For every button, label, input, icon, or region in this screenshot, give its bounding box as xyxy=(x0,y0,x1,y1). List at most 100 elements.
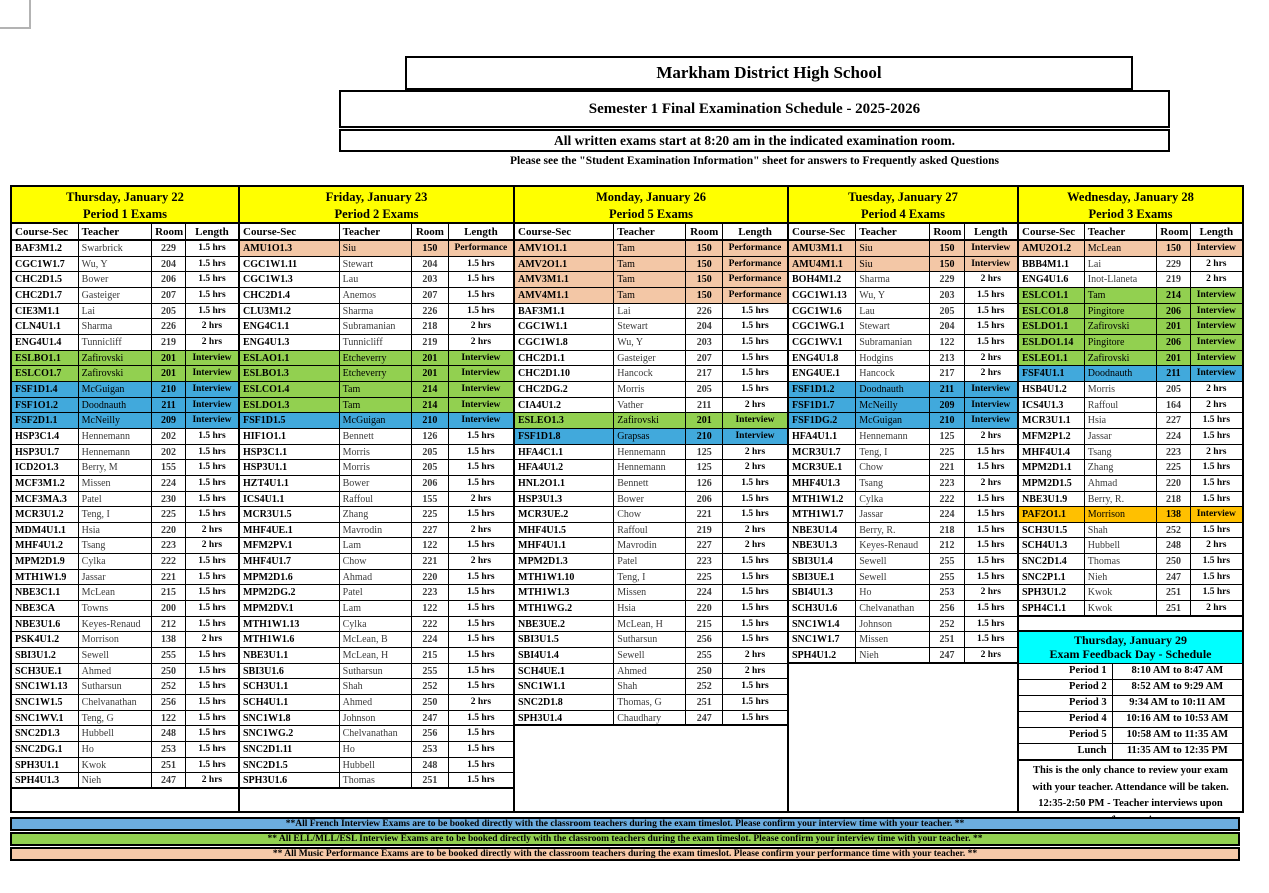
exam-row: SNC2P1.1 Nieh 247 1.5 hrs xyxy=(1019,569,1242,586)
room-cell: 224 xyxy=(686,585,724,601)
room-cell: 256 xyxy=(152,695,186,710)
course-cell: SCH4U1.3 xyxy=(1019,538,1085,554)
teacher-cell: Sharma xyxy=(340,303,412,319)
length-cell: 1.5 hrs xyxy=(741,321,769,332)
length-cell: Interview xyxy=(1196,321,1236,332)
room-cell: 206 xyxy=(686,491,724,507)
teacher-cell: Patel xyxy=(79,491,153,507)
course-cell: HFA4U1.2 xyxy=(515,460,615,475)
length-cell: 1.5 hrs xyxy=(1202,556,1231,567)
exam-row: FSF1DG.2 McGuigan 210 Interview xyxy=(789,413,1017,429)
teacher-cell: Ho xyxy=(856,585,931,601)
course-cell: SPH3U1.4 xyxy=(515,710,615,725)
length-cell: 1.5 hrs xyxy=(977,446,1005,457)
exam-row: FSF4U1.1 Doodnauth 211 Interview xyxy=(1019,366,1242,382)
teacher-cell: Johnson xyxy=(856,616,931,632)
course-cell: ESLCO1.4 xyxy=(240,381,340,397)
room-cell: 211 xyxy=(686,397,724,413)
exam-row: MFM2PV.1 Lam 122 1.5 hrs xyxy=(240,538,513,555)
exam-row: MTH1W1.2 Cylka 222 1.5 hrs xyxy=(789,491,1017,508)
teacher-cell: Thomas xyxy=(340,773,412,787)
course-cell: MCR3U1.7 xyxy=(789,444,857,460)
room-cell: 150 xyxy=(686,272,724,287)
exam-row: SCH3U1.6 Chelvanathan 256 1.5 hrs xyxy=(789,601,1017,617)
course-cell: SPH3U1.6 xyxy=(240,773,340,787)
exam-row: CHC2DG.2 Morris 205 1.5 hrs xyxy=(515,381,787,398)
exam-start-banner-text: All written exams start at 8:20 am in th… xyxy=(554,132,955,148)
course-cell: SBI3UE.1 xyxy=(789,569,857,585)
exam-row: MCR3U1.1 Hsia 227 1.5 hrs xyxy=(1019,413,1242,429)
length-cell: Interview xyxy=(461,399,501,410)
course-cell: SNC2D1.3 xyxy=(12,726,79,741)
room-cell: 218 xyxy=(412,319,449,334)
room-cell: 251 xyxy=(686,695,724,710)
room-cell: 250 xyxy=(1157,554,1191,569)
length-cell: Interview xyxy=(1196,336,1236,347)
teacher-cell: Pingitore xyxy=(1085,334,1158,350)
teacher-cell: Missen xyxy=(856,632,931,648)
teacher-cell: Raffoul xyxy=(340,491,412,507)
exam-row: SNC1W1.1 Shah 252 1.5 hrs xyxy=(515,679,787,696)
teacher-cell: Ahmed xyxy=(340,695,412,710)
room-cell: 248 xyxy=(412,757,449,773)
room-cell: 203 xyxy=(412,272,449,287)
length-cell: 2 hrs xyxy=(980,430,1001,441)
length-cell: 2 hrs xyxy=(470,321,492,332)
column-header-room-cell: Room xyxy=(152,224,186,239)
teacher-cell: Morris xyxy=(340,444,412,460)
room-cell: 225 xyxy=(1157,460,1191,475)
teacher-cell: Lai xyxy=(1085,256,1158,272)
exam-row: NBE3CA Towns 200 1.5 hrs xyxy=(12,601,238,617)
school-title: Markham District High School xyxy=(656,63,882,82)
teacher-cell: Hsia xyxy=(1085,413,1158,428)
exam-row: SNC2DG.1 Ho 253 1.5 hrs xyxy=(12,742,238,758)
length-cell: 1.5 hrs xyxy=(467,650,495,661)
course-cell: HSP3U1.3 xyxy=(515,491,615,507)
teacher-cell: Jassar xyxy=(79,569,153,585)
teacher-cell: Inot-Llaneta xyxy=(1085,272,1158,287)
exam-row: FSF2D1.1 McNeilly 209 Interview xyxy=(12,413,238,429)
room-cell: 164 xyxy=(1157,397,1191,413)
teacher-cell: Zhang xyxy=(1085,460,1158,475)
room-cell: 206 xyxy=(1157,334,1191,350)
exam-row: ICS4U1.1 Raffoul 155 2 hrs xyxy=(240,491,513,508)
teacher-cell: Patel xyxy=(340,585,412,601)
room-cell: 220 xyxy=(686,601,724,616)
length-cell: Performance xyxy=(454,243,508,253)
length-cell: 1.5 hrs xyxy=(1202,477,1231,488)
exam-row: MHF4U1.5 Raffoul 219 2 hrs xyxy=(515,522,787,539)
teacher-cell: Tsang xyxy=(856,475,931,491)
column-header-course-cell: Course-Sec xyxy=(240,224,340,239)
exam-row: CGC1W1.13 Wu, Y 203 1.5 hrs xyxy=(789,287,1017,304)
column-header-length-cell: Length xyxy=(195,226,229,238)
day-column: Monday, January 26 Period 5 Exams Course-S… xyxy=(513,185,787,813)
length-cell: 1.5 hrs xyxy=(467,446,495,457)
length-cell: Interview xyxy=(971,383,1011,394)
teacher-cell: Siu xyxy=(340,241,412,256)
exam-row: SBI4U1.4 Sewell 255 2 hrs xyxy=(515,648,787,664)
course-cell: SNC2D1.4 xyxy=(1019,554,1085,569)
course-cell: ESLAO1.1 xyxy=(240,350,340,366)
teacher-cell: Teng, I xyxy=(856,444,931,460)
feedback-period-time: 10:16 AM to 10:53 AM xyxy=(1126,712,1229,724)
room-cell: 206 xyxy=(1157,303,1191,319)
teacher-cell: Siu xyxy=(856,241,931,256)
room-cell: 229 xyxy=(152,241,186,256)
course-cell: AMU3M1.1 xyxy=(789,241,857,256)
exam-row: ESLDO1.1 Zafirovski 201 Interview xyxy=(1019,319,1242,335)
empty-column-area xyxy=(789,664,1017,811)
length-cell: 1.5 hrs xyxy=(198,430,226,441)
teacher-cell: Sewell xyxy=(856,569,931,585)
room-cell: 219 xyxy=(686,522,724,538)
length-cell: 1.5 hrs xyxy=(198,509,226,520)
room-cell: 207 xyxy=(686,350,724,366)
length-cell: Interview xyxy=(461,352,501,363)
room-cell: 251 xyxy=(152,757,186,773)
room-cell: 252 xyxy=(686,679,724,695)
day-label: Tuesday, January 27 xyxy=(848,190,958,204)
course-cell: MCR3UE.2 xyxy=(515,507,615,522)
column-header-room-cell: Room xyxy=(412,224,449,239)
length-cell: 1.5 hrs xyxy=(741,336,769,347)
room-cell: 253 xyxy=(930,585,965,601)
feedback-note-line: with your teacher. Attendance will be ta… xyxy=(1032,781,1229,793)
